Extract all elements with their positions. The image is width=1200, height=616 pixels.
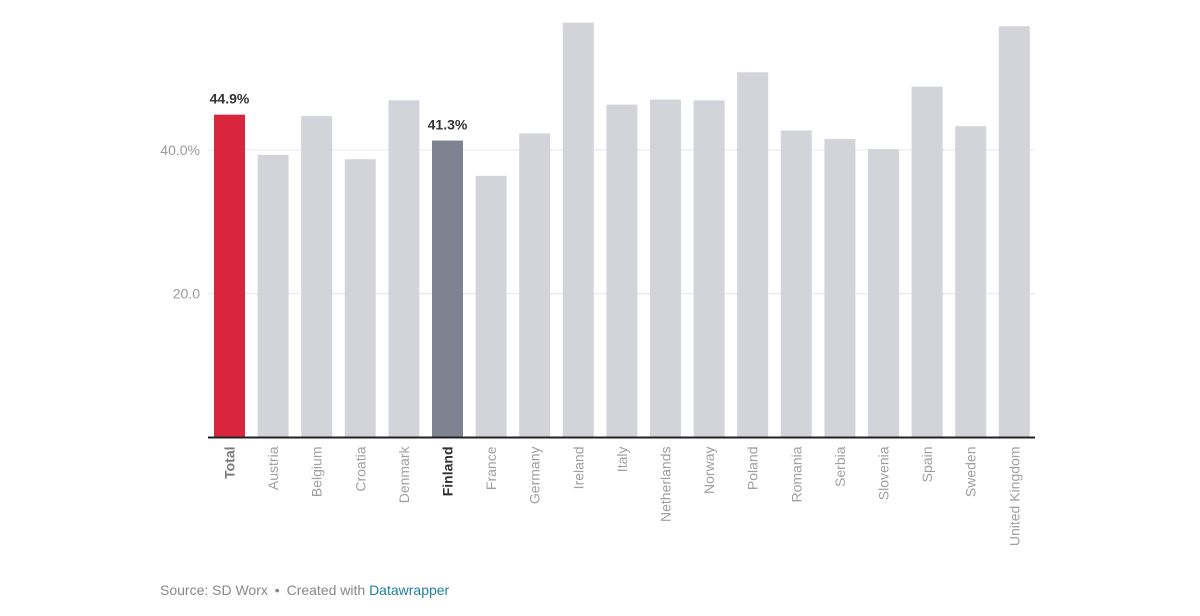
bar-denmark (388, 100, 420, 438)
bar-spain (911, 86, 943, 438)
x-tick-label: Total (222, 447, 238, 479)
bar-belgium (301, 116, 333, 438)
x-tick-label: Norway (701, 447, 717, 494)
bar-chart: 20.0 40.0% Total 44.9% Austria Belgium Croatia… (160, 22, 1035, 547)
bar-sweden (955, 126, 987, 438)
bar-united-kingdom (998, 26, 1030, 438)
source-note: Source: SD Worx (160, 582, 268, 598)
x-tick-label: Belgium (309, 447, 325, 498)
bar-france (475, 175, 507, 438)
bar-finland (432, 140, 463, 438)
bar-poland (737, 72, 769, 438)
x-tick-label: Netherlands (658, 447, 674, 523)
bar-slovenia (868, 149, 899, 438)
bar-serbia (824, 139, 856, 438)
x-tick-label: France (483, 446, 499, 490)
bar-austria (257, 154, 289, 438)
chart-footer: Source: SD Worx • Created with Datawrapp… (160, 582, 449, 598)
x-tick-label: Denmark (396, 446, 412, 504)
x-tick-label: Austria (265, 446, 281, 490)
x-tick-label: Germany (527, 447, 543, 505)
bar-germany (519, 133, 551, 438)
bar-total (214, 114, 245, 438)
footer-separator: • (274, 582, 280, 598)
data-label-total: 44.9% (210, 91, 250, 107)
y-tick-label: 40.0% (160, 142, 200, 158)
bar-netherlands (650, 99, 681, 438)
x-tick-label: Sweden (963, 447, 979, 498)
bar-norway (693, 100, 725, 438)
x-tick-label: Serbia (832, 446, 848, 487)
bar-ireland (562, 22, 594, 438)
created-with-text: Created with (286, 582, 366, 598)
x-tick-label: Italy (614, 447, 630, 473)
x-tick-label: Finland (440, 447, 456, 497)
x-tick-label: Ireland (570, 447, 586, 490)
bar-croatia (344, 159, 376, 438)
x-tick-label: United Kingdom (1006, 447, 1022, 547)
bar-italy (606, 104, 638, 438)
x-tick-label: Slovenia (876, 446, 892, 500)
bar-romania (780, 130, 812, 438)
datawrapper-link[interactable]: Datawrapper (369, 582, 450, 598)
data-label-finland: 41.3% (428, 117, 468, 133)
x-tick-label: Poland (745, 447, 761, 491)
x-tick-label: Spain (919, 447, 935, 483)
y-tick-label: 20.0 (173, 286, 200, 302)
x-tick-label: Romania (788, 446, 804, 502)
x-tick-label: Croatia (352, 446, 368, 491)
